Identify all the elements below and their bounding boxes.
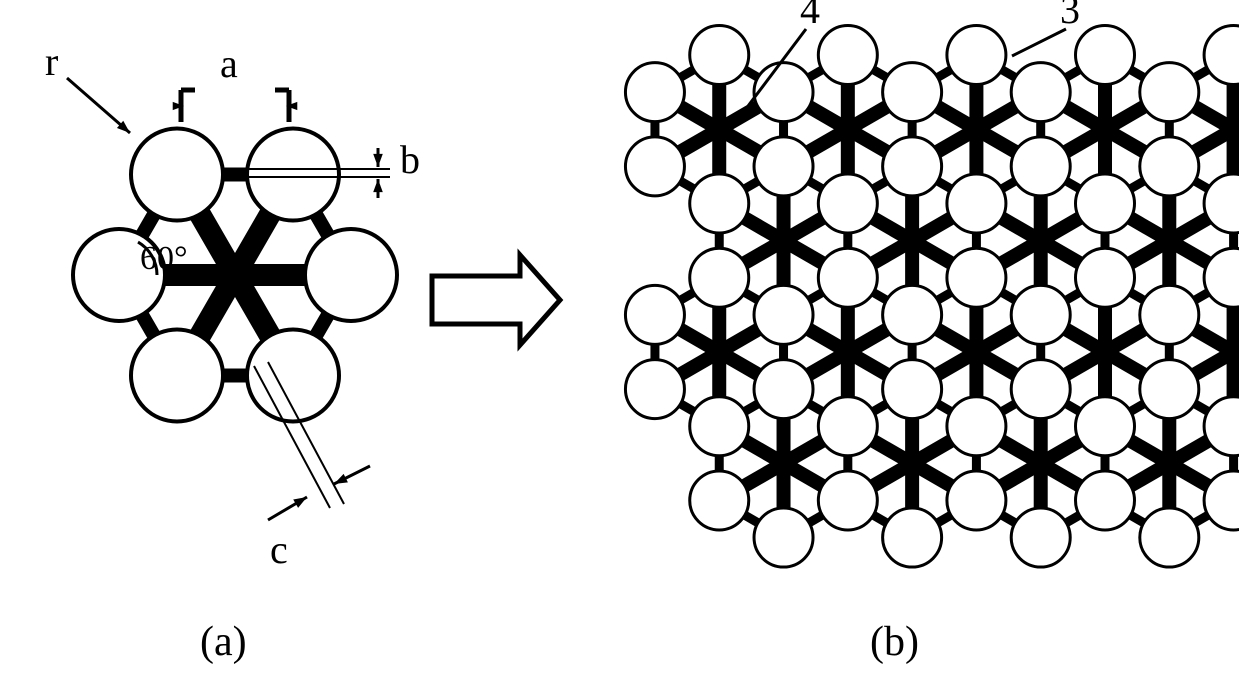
unit-cell [67,78,397,520]
b-label: b [400,136,420,183]
callout-4: 4 [800,0,820,33]
arrow-between [432,255,560,345]
c-label: c [270,526,288,573]
angle-label: 60° [140,240,188,278]
a-label: a [220,40,238,87]
sub-label-b: (b) [870,618,919,666]
lattice [625,26,1239,568]
sub-label-a: (a) [200,618,247,666]
r-label: r [45,38,58,85]
callout-3: 3 [1060,0,1080,33]
diagram-svg [0,0,1239,684]
